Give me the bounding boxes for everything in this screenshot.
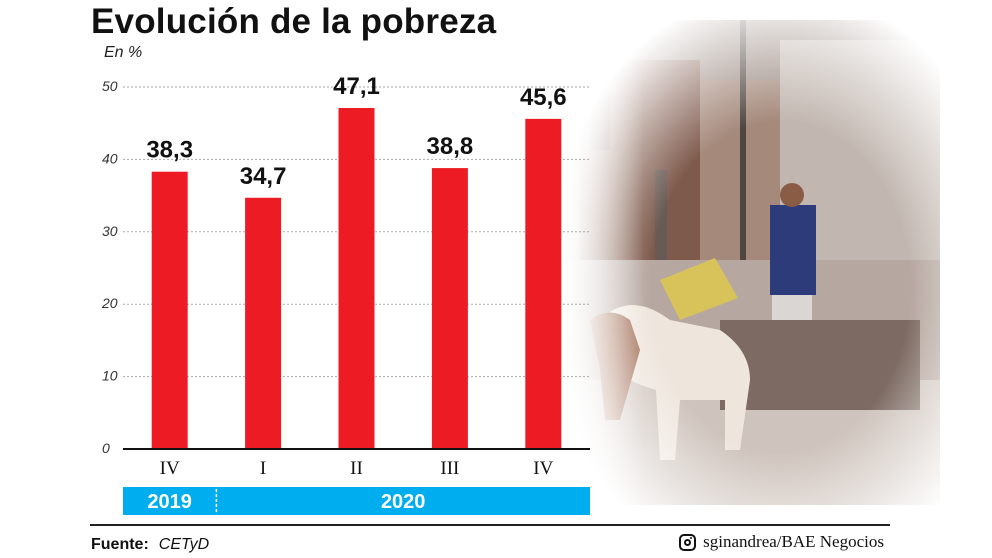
y-tick-label: 20 xyxy=(101,295,118,311)
x-tick-label: II xyxy=(350,458,363,479)
source-label: Fuente: xyxy=(91,536,149,553)
x-tick-label: IV xyxy=(533,458,553,479)
year-label: 2019 xyxy=(147,491,192,513)
year-band xyxy=(123,487,217,515)
y-tick-label: 40 xyxy=(102,150,118,166)
source-value: CETyD xyxy=(158,536,210,553)
bar xyxy=(338,107,375,449)
credit-text: sginandrea/BAE Negocios xyxy=(703,532,884,551)
year-band xyxy=(216,487,590,515)
data-label: 45,6 xyxy=(520,84,567,111)
credit-line: sginandrea/BAE Negocios xyxy=(679,532,884,552)
data-label: 38,8 xyxy=(427,133,474,160)
data-label: 38,3 xyxy=(146,137,193,164)
source-line: Fuente: CETyD xyxy=(91,536,209,554)
data-label: 47,1 xyxy=(333,73,380,100)
bar xyxy=(431,168,468,449)
x-tick-label: IV xyxy=(160,458,180,479)
x-tick-label: I xyxy=(260,458,266,479)
chart-title: Evolución de la pobreza xyxy=(91,2,497,41)
bar xyxy=(151,171,188,449)
y-tick-label: 30 xyxy=(102,223,118,239)
background-photo xyxy=(560,20,940,505)
year-label: 2020 xyxy=(381,491,426,513)
instagram-icon xyxy=(679,533,697,551)
y-unit-label: En % xyxy=(104,44,143,61)
footer-divider xyxy=(90,524,890,526)
data-label: 34,7 xyxy=(240,163,287,190)
bar xyxy=(525,118,562,449)
x-tick-label: III xyxy=(440,458,459,479)
y-tick-label: 50 xyxy=(102,78,118,94)
bar xyxy=(245,197,282,449)
y-tick-label: 10 xyxy=(102,368,118,384)
y-tick-label: 0 xyxy=(102,440,110,456)
